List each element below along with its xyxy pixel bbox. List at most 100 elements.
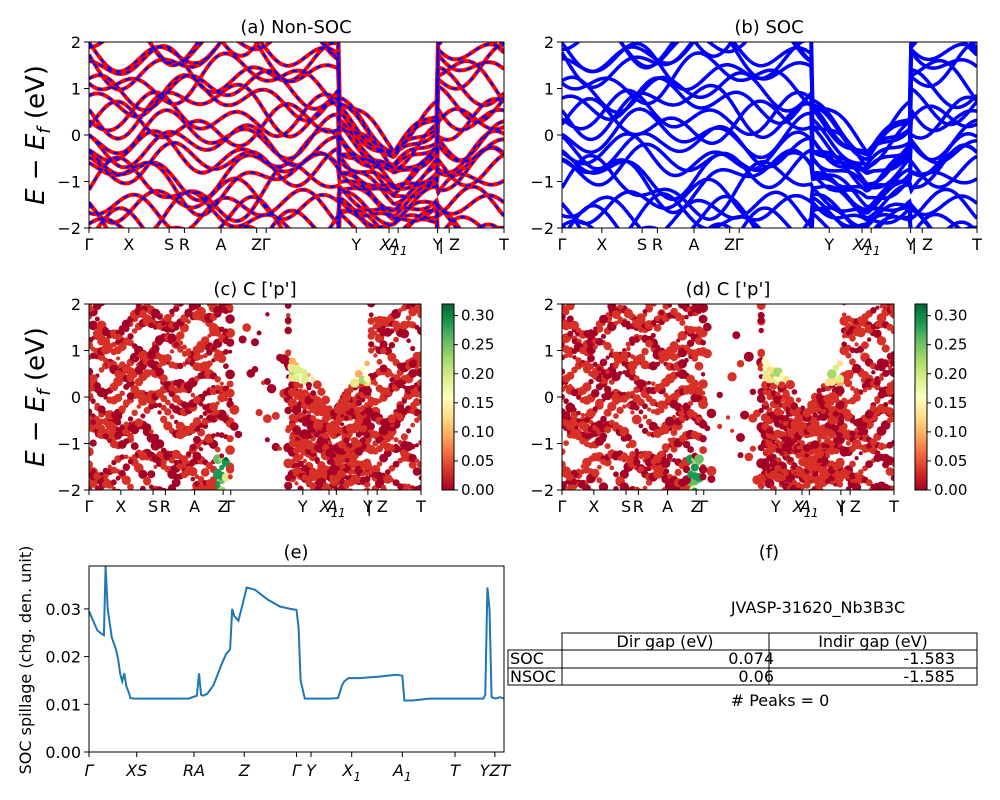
- projection-dot: [661, 459, 670, 468]
- projection-dot: [227, 304, 234, 311]
- projection-dot: [410, 444, 416, 450]
- projection-dot: [285, 475, 291, 481]
- xtick-label: Y: [350, 235, 361, 254]
- projection-dot: [278, 447, 282, 451]
- projection-dot: [257, 331, 262, 336]
- table-row-soc-label: SOC: [510, 649, 544, 668]
- panel-a-bands: [89, 0, 504, 274]
- xtick-label: Y: [297, 497, 308, 516]
- projection-dot: [703, 349, 712, 358]
- projection-dot: [694, 454, 704, 464]
- xtick-label: X: [115, 497, 126, 516]
- projection-dot: [566, 302, 575, 311]
- xtick-label: Γ: [226, 497, 235, 516]
- projection-dot: [218, 304, 226, 312]
- colorbar-tick-label: 0.25: [461, 336, 494, 354]
- xtick-label: R: [160, 497, 171, 516]
- projection-dot: [610, 368, 614, 372]
- projection-dot: [595, 399, 604, 408]
- projection-dot: [223, 363, 229, 369]
- projection-dot: [362, 386, 372, 396]
- projection-dot: [736, 433, 745, 442]
- spillage-line: [89, 566, 504, 701]
- projection-dot: [265, 414, 271, 420]
- projection-dot: [800, 470, 805, 475]
- ytick-label: −1: [57, 435, 81, 454]
- projection-dot: [211, 433, 216, 438]
- projection-dot: [887, 417, 893, 423]
- projection-dot: [143, 477, 151, 485]
- projection-dot: [593, 406, 598, 411]
- projection-dot: [135, 490, 143, 498]
- peaks-note: # Peaks = 0: [731, 691, 830, 710]
- projection-dot: [837, 360, 843, 366]
- projection-dot: [348, 444, 352, 448]
- projection-dot: [613, 471, 619, 477]
- projection-dot: [123, 463, 131, 471]
- projection-dot: [225, 370, 235, 380]
- projection-dot: [352, 379, 357, 384]
- projection-dot: [609, 492, 614, 497]
- projection-dot: [176, 331, 184, 339]
- projection-dot: [343, 437, 349, 443]
- projection-dot: [588, 329, 594, 335]
- projection-dot: [817, 438, 822, 443]
- ytick-label: −1: [530, 173, 554, 192]
- projection-dot: [157, 315, 162, 320]
- projection-dot: [786, 380, 795, 389]
- colorbar-d: [915, 304, 927, 490]
- projection-dot: [852, 364, 861, 373]
- xtick-label: T: [888, 497, 899, 516]
- projection-dot: [687, 446, 694, 453]
- projection-dot: [170, 415, 175, 420]
- projection-dot: [643, 309, 648, 314]
- projection-dot: [879, 376, 884, 381]
- projection-dot: [655, 362, 660, 367]
- projection-dot: [788, 457, 793, 462]
- projection-dot: [605, 297, 610, 302]
- projection-dot: [591, 469, 600, 478]
- projection-dot: [229, 405, 239, 415]
- ytick-label: 2: [544, 295, 554, 314]
- projection-dot: [402, 399, 407, 404]
- projection-dot: [613, 413, 619, 419]
- projection-dot: [119, 470, 125, 476]
- projection-dot: [740, 411, 749, 420]
- projection-dot: [684, 346, 689, 351]
- colorbar-tick-label: 0.25: [934, 336, 967, 354]
- projection-dot: [224, 457, 228, 461]
- projection-dot: [140, 486, 146, 492]
- projection-dot: [750, 446, 756, 452]
- projection-dot: [618, 371, 623, 376]
- ytick-label: −1: [57, 173, 81, 192]
- projection-dot: [174, 342, 179, 347]
- projection-dot: [639, 424, 644, 429]
- projection-dot: [93, 329, 102, 338]
- projection-dot: [855, 342, 859, 346]
- projection-dot: [867, 337, 871, 341]
- projection-dot: [659, 310, 664, 315]
- projection-dot: [225, 445, 235, 455]
- panel-f-title: (f): [759, 542, 779, 563]
- projection-dot: [875, 306, 879, 310]
- projection-dot: [651, 320, 656, 325]
- projection-dot: [877, 336, 886, 345]
- ytick-label: 0: [544, 388, 554, 407]
- projection-dot: [122, 476, 131, 485]
- projection-dot: [321, 396, 330, 405]
- xtick-label: A: [215, 235, 226, 254]
- projection-dot: [401, 488, 407, 494]
- projection-dot: [835, 458, 844, 467]
- projection-dot: [132, 410, 138, 416]
- xtick-label: Z: [251, 235, 262, 254]
- colorbar-tick-label: 0.00: [934, 481, 967, 499]
- xtick-label: Γ: [85, 497, 94, 516]
- projection-dot: [675, 297, 682, 304]
- projection-dot: [127, 433, 134, 440]
- projection-dot: [186, 451, 191, 456]
- projection-dot: [591, 389, 600, 398]
- projection-dot: [633, 459, 640, 466]
- table-row-soc-dir: 0.074: [728, 649, 774, 668]
- projection-dot: [364, 432, 371, 439]
- projection-dot: [706, 466, 716, 476]
